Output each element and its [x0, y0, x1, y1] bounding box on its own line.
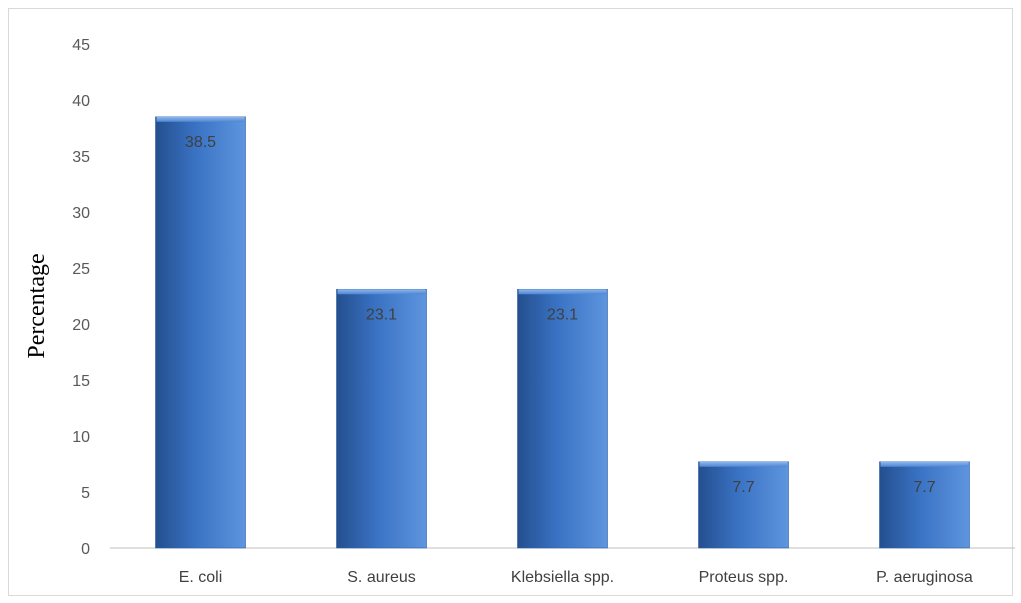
bar-top-highlight: [156, 116, 245, 122]
y-tick-label: 35: [72, 149, 90, 166]
category-label: S. aureus: [347, 569, 415, 586]
data-label: 7.7: [913, 479, 935, 496]
bar-body: [336, 288, 427, 549]
bar-body: [155, 116, 246, 549]
category-label: E. coli: [179, 569, 223, 586]
y-tick-label: 15: [72, 373, 90, 390]
bar-top-highlight: [337, 289, 426, 295]
y-tick-label: 20: [72, 317, 90, 334]
data-label: 7.7: [732, 479, 754, 496]
category-label: P. aeruginosa: [876, 569, 973, 586]
bar: 7.7: [698, 461, 789, 549]
bars: 38.5 23.1 23.1 7.7 7.7: [155, 116, 970, 549]
bar: 38.5: [155, 116, 246, 549]
y-tick-label: 40: [72, 93, 90, 110]
y-axis-title: Percentage: [24, 253, 50, 358]
y-tick-label: 5: [81, 485, 90, 502]
y-tick-label: 10: [72, 429, 90, 446]
bar-body: [517, 288, 608, 549]
bar-top-highlight: [518, 289, 607, 295]
y-tick-label: 25: [72, 261, 90, 278]
category-label: Proteus spp.: [699, 569, 789, 586]
y-tick-label: 45: [72, 37, 90, 54]
bar: 23.1: [336, 288, 427, 549]
bar-body: [879, 461, 970, 549]
bar-body: [698, 461, 789, 549]
data-label: 23.1: [547, 306, 578, 323]
y-tick-label: 0: [81, 541, 90, 558]
data-label: 38.5: [185, 134, 216, 151]
y-tick-label: 30: [72, 205, 90, 222]
bar: 7.7: [879, 461, 970, 549]
bar: 23.1: [517, 288, 608, 549]
category-labels: E. coli S. aureus Klebsiella spp. Proteus s…: [179, 569, 973, 586]
bar-top-highlight: [699, 461, 788, 467]
data-label: 23.1: [366, 306, 397, 323]
category-label: Klebsiella spp.: [511, 569, 614, 586]
bar-top-highlight: [880, 461, 969, 467]
y-axis-ticks: 0 5 10 15 20 25 30 35 40 45: [72, 37, 90, 558]
